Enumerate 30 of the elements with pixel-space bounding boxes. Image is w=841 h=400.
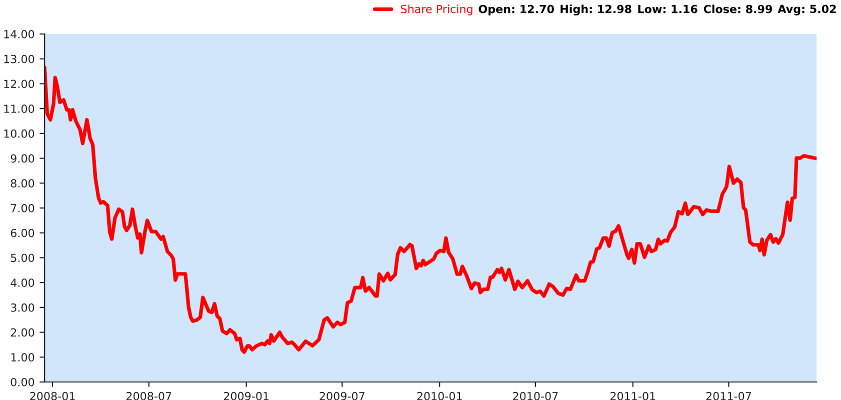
legend-label: Share Pricing	[401, 4, 472, 16]
y-tick-label: 5.00	[10, 254, 34, 262]
y-tick-label: 9.00	[10, 154, 34, 163]
y-tick-label: 13.00	[4, 54, 34, 64]
text: Low: 1.16	[638, 4, 698, 14]
y-tick-label: 6.00	[10, 228, 34, 238]
x-tick-label: 2009-07	[320, 392, 364, 400]
y-tick-label: 11.00	[4, 104, 34, 113]
y-tick-label: 2.00	[10, 328, 34, 337]
text: High: 12.98	[560, 4, 632, 16]
y-tick-label: 1.00	[11, 353, 34, 362]
text: Open: 12.70	[478, 4, 554, 16]
y-tick-label: 0.00	[10, 378, 34, 386]
y-tick-label: 7.00	[11, 204, 34, 212]
x-tick-label: 2008-07	[126, 392, 172, 400]
y-tick-label: 12.00	[4, 80, 34, 88]
y-tick-label: 14.00	[4, 30, 34, 38]
x-tick-label: 2010-01	[417, 392, 462, 400]
y-tick-label: 10.00	[4, 129, 34, 138]
text: Close: 8.99	[704, 4, 772, 14]
y-tick-label: 3.00	[10, 303, 34, 312]
x-tick-label: 2010-07	[513, 392, 558, 400]
line-series	[44, 66, 817, 354]
y-tick-label: 8.00	[10, 179, 34, 188]
x-tick-label: 2008-01	[30, 392, 75, 400]
x-tick-label: 2009-01	[224, 392, 269, 400]
y-tick-label: 4.00	[10, 278, 34, 287]
x-tick-label: 2011-07	[706, 392, 751, 400]
text: Avg: 5.02	[778, 4, 836, 16]
x-tick-label: 2011-01	[610, 392, 656, 400]
